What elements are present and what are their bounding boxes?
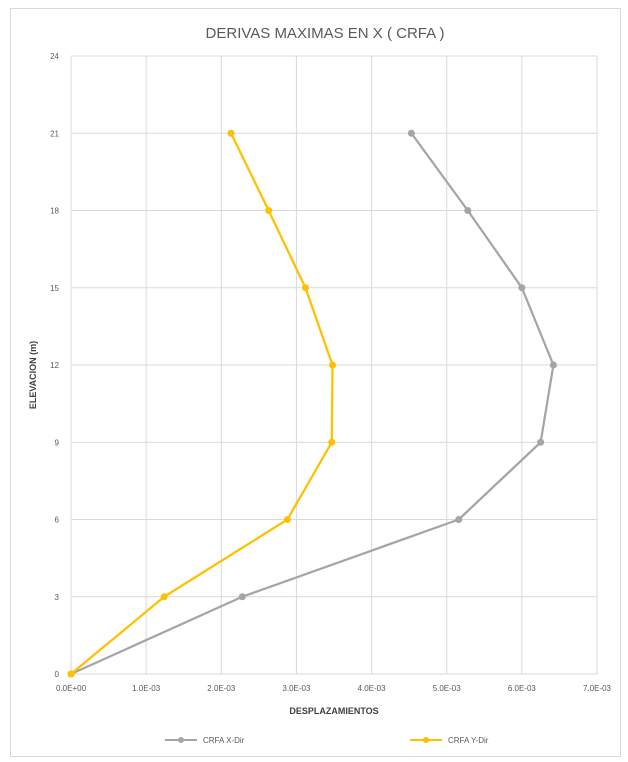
data-point (328, 361, 336, 369)
x-tick-label: 5.0E-03 (433, 684, 462, 693)
y-tick-label: 12 (50, 361, 59, 370)
legend-marker (178, 737, 184, 743)
legend-marker (423, 737, 429, 743)
x-tick-label: 0.0E+00 (56, 684, 87, 693)
data-point (265, 207, 273, 214)
y-tick-label: 24 (50, 52, 59, 61)
y-tick-label: 6 (55, 516, 60, 525)
data-point (328, 438, 336, 446)
y-tick-label: 18 (50, 207, 59, 216)
x-tick-label: 3.0E-03 (282, 684, 311, 693)
series-line-0 (70, 132, 555, 676)
y-tick-label: 15 (50, 284, 59, 293)
y-tick-label: 21 (50, 129, 59, 138)
legend-label: CRFA Y-Dir (448, 736, 489, 745)
data-point (518, 284, 526, 292)
y-tick-label: 0 (55, 670, 60, 679)
data-point (301, 284, 309, 292)
data-point (227, 129, 235, 137)
series-group (67, 129, 557, 678)
y-axis-label: ELEVACION (m) (28, 341, 38, 409)
data-point (238, 593, 246, 601)
data-point (160, 593, 168, 601)
chart-title: DERIVAS MAXIMAS EN X ( CRFA ) (206, 25, 445, 42)
grid (70, 55, 598, 675)
y-tick-label: 9 (55, 438, 60, 447)
x-tick-label: 7.0E-03 (583, 684, 612, 693)
data-point (67, 670, 75, 678)
data-point (407, 129, 415, 137)
data-point (455, 516, 463, 523)
x-tick-label: 2.0E-03 (207, 684, 236, 693)
x-tick-label: 1.0E-03 (132, 684, 161, 693)
legend: CRFA X-Dir CRFA Y-Dir (165, 736, 489, 745)
x-tick-label: 6.0E-03 (508, 684, 537, 693)
data-point (464, 207, 472, 214)
axes: 0.0E+00 1.0E-03 2.0E-03 3.0E-03 4.0E-03 5.0E-… (50, 52, 611, 693)
y-tick-label: 3 (55, 593, 60, 602)
data-point (549, 361, 557, 369)
data-point (537, 438, 545, 446)
data-point (283, 516, 291, 523)
series-line-1 (70, 132, 334, 675)
x-axis-label: DESPLAZAMIENTOS (289, 706, 378, 716)
x-tick-label: 4.0E-03 (358, 684, 387, 693)
legend-label: CRFA X-Dir (203, 736, 245, 745)
